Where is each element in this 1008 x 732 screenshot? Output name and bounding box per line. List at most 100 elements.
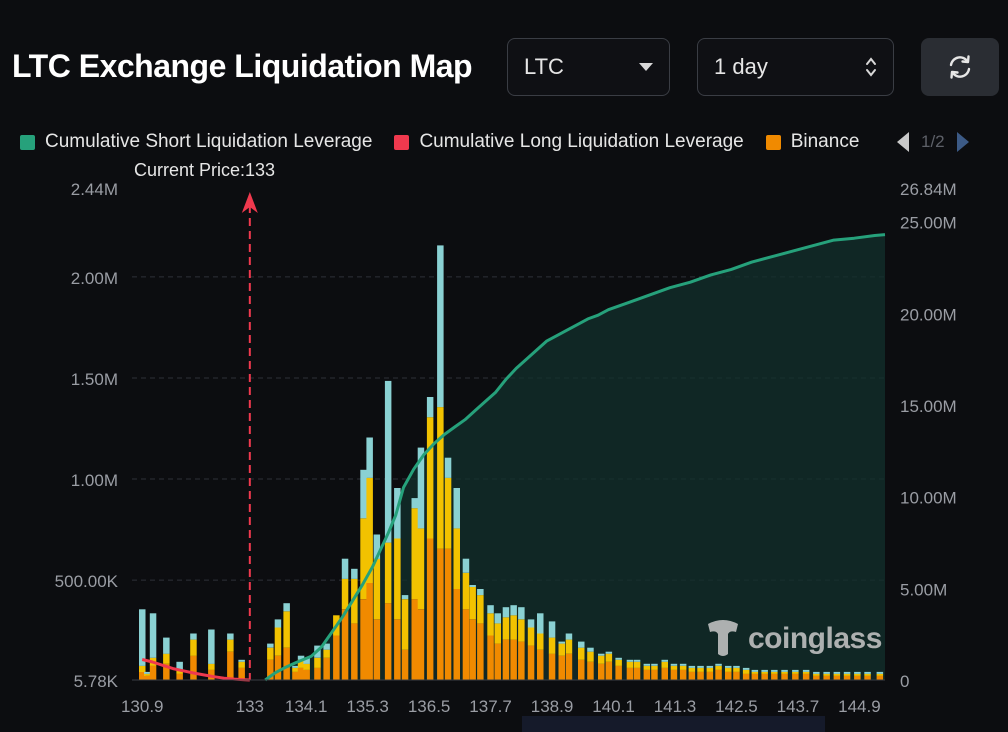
bar-binance xyxy=(176,673,183,680)
y-right-tick-label: 26.84M xyxy=(900,180,957,199)
bar-binance xyxy=(366,583,373,680)
bar-bybit xyxy=(502,607,510,618)
bar-okx xyxy=(565,639,573,654)
bar-okx xyxy=(437,407,444,549)
bar-okx xyxy=(598,655,605,664)
x-tick-label: 134.1 xyxy=(285,697,328,716)
bar-bybit xyxy=(176,661,183,670)
bar-bybit xyxy=(462,558,470,573)
bar-bybit xyxy=(833,671,841,674)
bar-binance xyxy=(360,599,367,680)
bar-bybit xyxy=(725,665,732,668)
bar-okx xyxy=(144,673,151,676)
bar-bybit xyxy=(208,629,215,664)
x-tick-label: 140.1 xyxy=(592,697,635,716)
bar-binance xyxy=(854,676,861,680)
bar-binance xyxy=(578,659,585,680)
bar-bybit xyxy=(518,607,525,620)
bar-okx xyxy=(417,528,425,610)
y-right-tick-label: 0 xyxy=(900,672,909,691)
bar-okx xyxy=(453,528,460,589)
bar-bybit xyxy=(351,568,358,579)
bar-okx xyxy=(792,671,799,674)
bar-bybit xyxy=(605,651,613,654)
legend-pager: 1/2 xyxy=(895,128,1005,156)
y-left-tick-label: 2.44M xyxy=(71,180,118,199)
watermark-text: coinglass xyxy=(748,622,882,655)
bar-binance xyxy=(341,609,349,680)
x-tick-label: 130.9 xyxy=(121,697,164,716)
bar-bybit xyxy=(548,621,556,638)
bar-okx xyxy=(615,659,622,666)
bar-binance xyxy=(626,667,634,680)
bar-binance xyxy=(394,619,401,680)
bar-bybit xyxy=(651,663,658,666)
bar-binance xyxy=(679,669,687,680)
bar-bybit xyxy=(494,613,501,624)
legend-item-short[interactable]: Cumulative Short Liquidation Leverage xyxy=(20,131,372,153)
bar-okx xyxy=(176,669,183,674)
y-right-tick-label: 20.00M xyxy=(900,305,957,324)
pager-prev-icon[interactable] xyxy=(895,131,911,153)
x-tick-label: 138.9 xyxy=(531,697,574,716)
y-left-tick-label: 1.50M xyxy=(71,370,118,389)
pager-next-icon[interactable] xyxy=(955,131,971,153)
current-price-label: Current Price:133 xyxy=(134,160,275,180)
bar-binance xyxy=(453,589,460,680)
bar-bybit xyxy=(661,659,668,662)
legend-item-long[interactable]: Cumulative Long Liquidation Leverage xyxy=(394,131,744,153)
bar-okx xyxy=(394,538,401,620)
bar-binance xyxy=(876,676,884,680)
bar-binance xyxy=(227,651,234,680)
bar-bybit xyxy=(444,457,452,478)
bar-okx xyxy=(283,611,290,648)
bar-bybit xyxy=(283,603,290,612)
bar-bybit xyxy=(876,671,884,674)
bar-okx xyxy=(688,667,696,672)
bar-binance xyxy=(802,673,810,680)
chart-legend: Cumulative Short Liquidation Leverage Cu… xyxy=(20,128,880,156)
bar-okx xyxy=(733,667,740,672)
bar-bybit xyxy=(149,613,157,658)
legend-item-binance[interactable]: Binance xyxy=(765,131,859,153)
bar-okx xyxy=(697,667,704,672)
bar-okx xyxy=(527,627,535,646)
bar-okx xyxy=(854,673,861,676)
bar-okx xyxy=(876,673,884,676)
coin-select[interactable]: LTC xyxy=(507,38,670,96)
bar-bybit xyxy=(144,671,151,674)
bar-okx xyxy=(366,477,373,583)
refresh-button[interactable] xyxy=(921,38,999,96)
bar-bybit xyxy=(633,659,641,662)
bar-okx xyxy=(139,665,146,672)
bar-binance xyxy=(373,619,381,680)
bar-binance xyxy=(565,653,573,680)
bar-okx xyxy=(341,578,349,610)
x-tick-label: 136.5 xyxy=(408,697,451,716)
bar-binance xyxy=(651,669,658,680)
y-left-tick-label: 1.00M xyxy=(71,471,118,490)
coinglass-logo-icon xyxy=(708,620,738,656)
bar-okx xyxy=(360,518,367,600)
bar-bybit xyxy=(297,655,305,660)
bar-binance xyxy=(761,673,768,680)
bar-bybit xyxy=(303,657,310,664)
bar-okx xyxy=(626,661,634,668)
bar-okx xyxy=(725,667,732,672)
bar-bybit xyxy=(688,665,696,668)
bar-bybit xyxy=(670,663,678,666)
bar-bybit xyxy=(843,671,851,674)
bar-binance xyxy=(437,548,444,680)
bar-okx xyxy=(578,647,585,660)
bar-okx xyxy=(771,671,778,674)
bar-bybit xyxy=(771,669,778,672)
bar-binance xyxy=(725,671,732,680)
bar-binance xyxy=(417,609,425,680)
bar-okx xyxy=(843,673,851,676)
bar-bybit xyxy=(558,641,565,644)
bar-bybit xyxy=(742,667,750,670)
bar-okx xyxy=(227,639,234,652)
period-select[interactable]: 1 day xyxy=(697,38,894,96)
page-title: LTC Exchange Liquidation Map xyxy=(12,48,473,84)
